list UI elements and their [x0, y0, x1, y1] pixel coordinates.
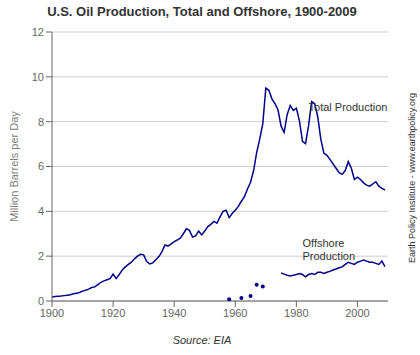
html-text:U.S. Oil Production, Total and: U.S. Oil Production, Total and Offshore,… — [47, 4, 357, 19]
svg-text:2000: 2000 — [345, 307, 369, 319]
svg-text:8: 8 — [38, 116, 44, 128]
svg-text:4: 4 — [38, 205, 44, 217]
svg-text:12: 12 — [32, 26, 44, 38]
svg-text:6: 6 — [38, 160, 44, 172]
svg-text:1940: 1940 — [162, 307, 186, 319]
html-text:Earth Policy Institute - www.e: Earth Policy Institute - www.earthpolicy… — [407, 92, 417, 263]
svg-text:0: 0 — [38, 295, 44, 307]
svg-text:1900: 1900 — [40, 307, 64, 319]
svg-text:OffshoreProduction: OffshoreProduction — [302, 237, 355, 262]
svg-text:Million Barrels per Day: Million Barrels per Day — [8, 111, 20, 222]
svg-text:1960: 1960 — [223, 307, 247, 319]
svg-text:2: 2 — [38, 250, 44, 262]
svg-text:1980: 1980 — [284, 307, 308, 319]
svg-text:1920: 1920 — [101, 307, 125, 319]
html-text:Source: EIA: Source: EIA — [172, 334, 232, 346]
svg-text:10: 10 — [32, 71, 44, 83]
svg-text:Total Production: Total Production — [309, 101, 388, 113]
